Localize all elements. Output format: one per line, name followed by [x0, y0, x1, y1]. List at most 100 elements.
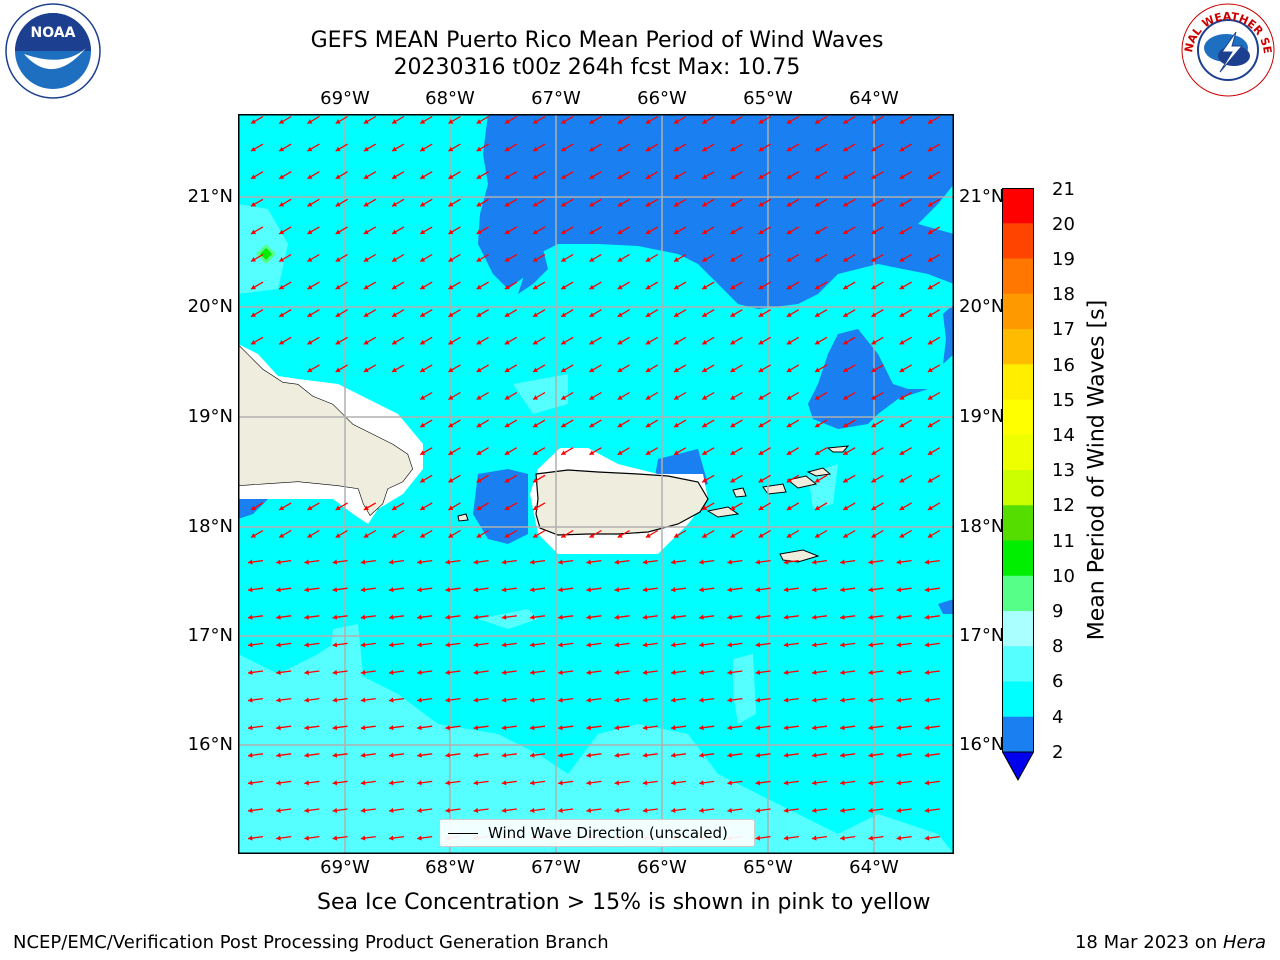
- wind-wave-arrow: [335, 143, 348, 152]
- wind-wave-arrow: [476, 336, 489, 345]
- wind-wave-arrow: [388, 559, 405, 565]
- wind-wave-arrow: [363, 226, 377, 235]
- wind-wave-arrow: [670, 780, 687, 786]
- wind-wave-arrow: [811, 752, 828, 758]
- wind-wave-arrow: [755, 559, 771, 565]
- wind-wave-arrow: [276, 697, 292, 703]
- wind-wave-arrow: [532, 281, 546, 290]
- wind-wave-arrow: [842, 253, 856, 263]
- wind-wave-arrow: [532, 364, 546, 373]
- wind-wave-arrow: [673, 419, 687, 428]
- wind-wave-arrow: [276, 642, 292, 648]
- wind-wave-arrow: [360, 587, 376, 593]
- wind-wave-arrow: [448, 447, 461, 456]
- wind-wave-arrow: [391, 309, 405, 318]
- wind-wave-arrow: [476, 474, 489, 483]
- wind-wave-arrow: [899, 364, 912, 373]
- wind-wave-arrow: [529, 780, 546, 786]
- wind-wave-arrow: [783, 669, 799, 675]
- wind-wave-arrow: [419, 171, 433, 180]
- colorbar: [1002, 188, 1034, 782]
- wind-wave-arrow: [504, 115, 518, 125]
- wind-wave-arrow: [276, 752, 292, 758]
- wind-wave-arrow: [842, 198, 856, 207]
- wind-wave-arrow: [388, 614, 405, 620]
- wind-wave-arrow: [924, 835, 940, 841]
- wind-wave-arrow: [388, 835, 405, 841]
- wind-wave-arrow: [786, 198, 800, 207]
- wind-wave-arrow: [589, 447, 602, 456]
- wind-wave-arrow: [276, 835, 292, 841]
- wind-wave-arrow: [896, 752, 912, 758]
- wind-wave-arrow: [727, 752, 743, 758]
- wind-wave-arrow: [560, 115, 574, 125]
- wind-wave-arrow: [840, 725, 856, 731]
- wind-wave-arrow: [476, 419, 489, 428]
- wind-wave-arrow: [448, 171, 461, 180]
- wind-wave-arrow: [529, 807, 546, 813]
- wind-wave-arrow: [755, 807, 771, 813]
- noaa-logo-text: NOAA: [31, 25, 76, 41]
- wind-wave-arrow: [589, 226, 602, 235]
- wind-wave-arrow: [419, 364, 433, 373]
- wind-wave-arrow: [419, 143, 433, 152]
- wind-wave-arrow: [501, 614, 517, 620]
- wind-wave-arrow: [673, 281, 687, 290]
- wind-wave-arrow: [504, 529, 518, 539]
- lat-label-left: 17°N: [187, 625, 233, 646]
- wind-wave-arrow: [247, 807, 264, 813]
- wind-wave-arrow: [614, 780, 630, 786]
- wind-wave-arrow: [814, 115, 828, 125]
- wind-wave-arrow: [730, 364, 743, 373]
- wind-wave-arrow: [814, 474, 828, 483]
- wind-wave-arrow: [758, 447, 771, 456]
- wind-wave-arrow: [532, 529, 546, 539]
- wind-wave-arrow: [645, 115, 659, 125]
- wind-wave-arrow: [445, 780, 461, 786]
- wind-wave-arrow: [363, 253, 377, 263]
- wind-wave-arrow: [476, 143, 489, 152]
- wind-wave-arrow: [276, 559, 292, 565]
- wind-wave-arrow: [814, 198, 828, 207]
- wind-wave-arrow: [871, 391, 884, 401]
- wind-wave-arrow: [504, 391, 518, 401]
- wind-wave-arrow: [391, 529, 405, 539]
- wind-wave-arrow: [871, 226, 884, 235]
- wind-wave-arrow: [617, 419, 630, 428]
- wind-wave-arrow: [504, 309, 518, 318]
- wind-wave-arrow: [840, 835, 856, 841]
- wind-wave-arrow: [473, 725, 489, 731]
- wind-wave-arrow: [614, 642, 630, 648]
- wind-wave-arrow: [250, 198, 264, 207]
- wind-wave-arrow: [278, 502, 292, 511]
- wind-wave-arrow: [842, 447, 856, 456]
- wind-wave-arrow: [589, 115, 602, 125]
- wind-wave-arrow: [589, 143, 602, 152]
- wind-wave-arrow: [476, 253, 489, 263]
- wind-wave-arrow: [755, 642, 771, 648]
- wind-wave-arrow: [501, 752, 517, 758]
- wind-wave-arrow: [786, 391, 800, 401]
- wind-wave-arrow: [586, 780, 602, 786]
- wind-wave-arrow: [529, 669, 546, 675]
- wind-wave-arrow: [617, 171, 630, 180]
- wind-wave-arrow: [558, 780, 574, 786]
- wind-wave-arrow: [307, 281, 320, 290]
- wind-wave-arrow: [642, 807, 658, 813]
- lon-label-top: 66°W: [637, 88, 687, 109]
- wind-wave-arrow: [332, 614, 348, 620]
- wind-wave-arrow: [642, 780, 658, 786]
- wind-wave-arrow: [504, 419, 518, 428]
- wind-wave-arrow: [304, 642, 320, 648]
- wind-wave-arrow: [558, 669, 574, 675]
- wind-wave-arrow: [388, 669, 405, 675]
- wind-wave-arrow: [730, 336, 743, 345]
- wind-wave-arrow: [501, 669, 517, 675]
- wind-wave-arrow: [727, 807, 743, 813]
- wind-wave-arrow: [558, 807, 574, 813]
- wind-wave-arrow: [419, 309, 433, 318]
- wind-wave-arrow: [448, 226, 461, 235]
- wind-wave-arrow: [504, 364, 518, 373]
- wind-wave-arrow: [504, 447, 518, 456]
- wind-wave-arrow: [701, 309, 715, 318]
